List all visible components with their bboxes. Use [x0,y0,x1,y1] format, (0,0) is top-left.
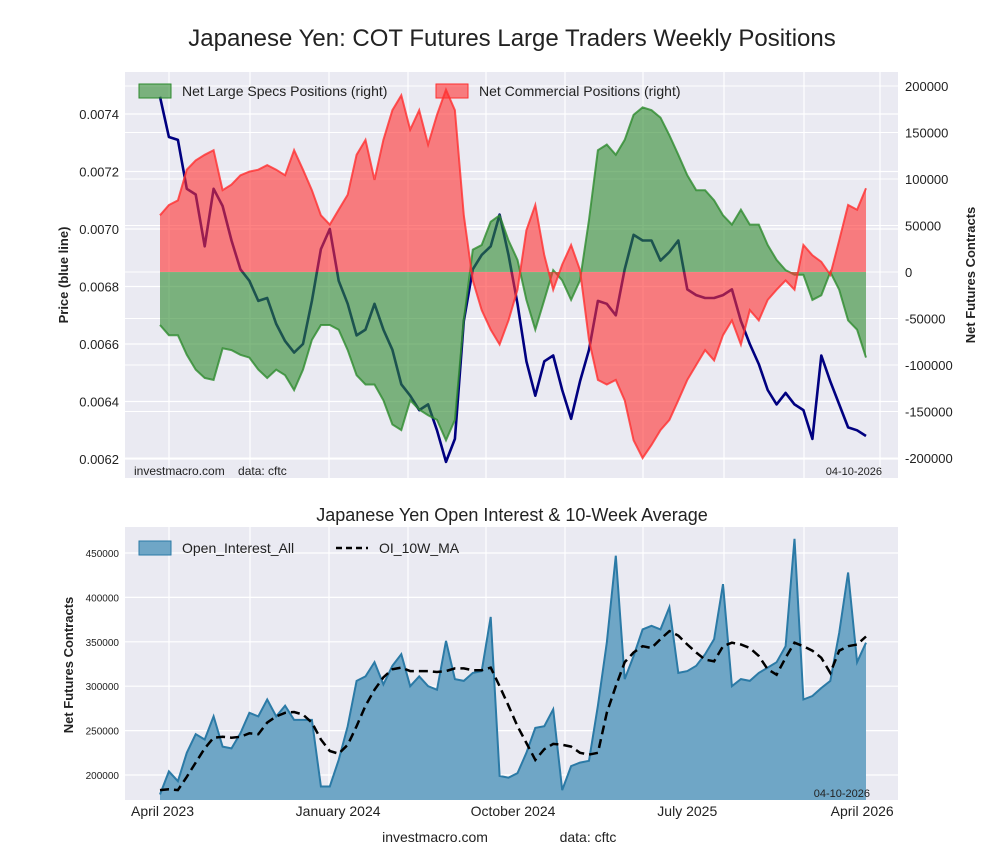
commercial-area [160,89,866,458]
left-tick-label: 0.0066 [79,337,119,352]
left-tick-label: 0.0070 [79,222,119,237]
left-axis-label: Price (blue line) [56,227,71,324]
x-tick-label: July 2025 [657,803,717,819]
top-axes: 0.0062 0.0064 0.0066 0.0068 0.0070 0.0072 0.00… [79,79,952,467]
legend-label-commercial: Net Commercial Positions (right) [479,83,681,99]
right-axis-label: Net Futures Contracts [963,207,978,344]
specs-area [160,107,866,441]
y-tick-label: 250000 [86,727,120,738]
left-tick-label: 0.0074 [79,107,119,122]
x-tick-label: January 2024 [296,803,381,819]
bottom-y-axis-label: Net Futures Contracts [61,597,76,734]
right-tick-label: -150000 [905,405,953,420]
top-date-stamp: 04-10-2026 [826,466,882,478]
bottom-date-stamp: 04-10-2026 [814,788,870,800]
legend-swatch-oi [138,540,172,556]
legend-swatch-commercial [435,83,469,99]
specs-line [159,106,867,443]
right-tick-label: 50000 [905,219,941,234]
right-tick-label: 200000 [905,79,948,94]
bottom-series [159,538,867,800]
y-tick-label: 200000 [86,771,120,782]
y-tick-label: 300000 [86,682,120,693]
top-footer-source: investmacro.com data: cftc [134,464,287,478]
legend-swatch-specs [138,83,172,99]
bottom-legend: Open_Interest_All OI_10W_MA [138,540,460,556]
right-tick-label: -50000 [905,312,945,327]
left-tick-label: 0.0064 [79,395,119,410]
left-tick-label: 0.0068 [79,280,119,295]
left-tick-label: 0.0062 [79,452,119,467]
right-tick-label: -200000 [905,451,953,466]
legend-label-specs: Net Large Specs Positions (right) [182,83,387,99]
ma-line [159,629,867,792]
x-tick-label: April 2023 [131,803,194,819]
legend-label-oi: Open_Interest_All [182,540,294,556]
top-legend: Net Large Specs Positions (right) Net Co… [138,83,681,99]
y-tick-label: 400000 [86,593,120,604]
x-tick-label: April 2026 [831,803,894,819]
footer-site: investmacro.com [382,829,488,845]
left-tick-label: 0.0072 [79,165,119,180]
y-tick-label: 450000 [86,549,120,560]
bottom-axes: 200000 250000 300000 350000 400000 450000 Apri… [86,549,894,819]
x-tick-label: October 2024 [471,803,556,819]
open-interest-area [160,538,866,800]
y-tick-label: 350000 [86,638,120,649]
footer-source: data: cftc [560,829,617,845]
top-chart-title: Japanese Yen: COT Futures Large Traders … [188,25,835,52]
right-tick-label: 100000 [905,172,948,187]
top-series [158,86,867,464]
right-tick-label: -100000 [905,358,953,373]
right-tick-label: 150000 [905,126,948,141]
legend-label-ma: OI_10W_MA [379,540,460,556]
right-tick-label: 0 [905,265,912,280]
bottom-chart-title: Japanese Yen Open Interest & 10-Week Ave… [316,505,708,525]
commercial-line [159,86,867,460]
